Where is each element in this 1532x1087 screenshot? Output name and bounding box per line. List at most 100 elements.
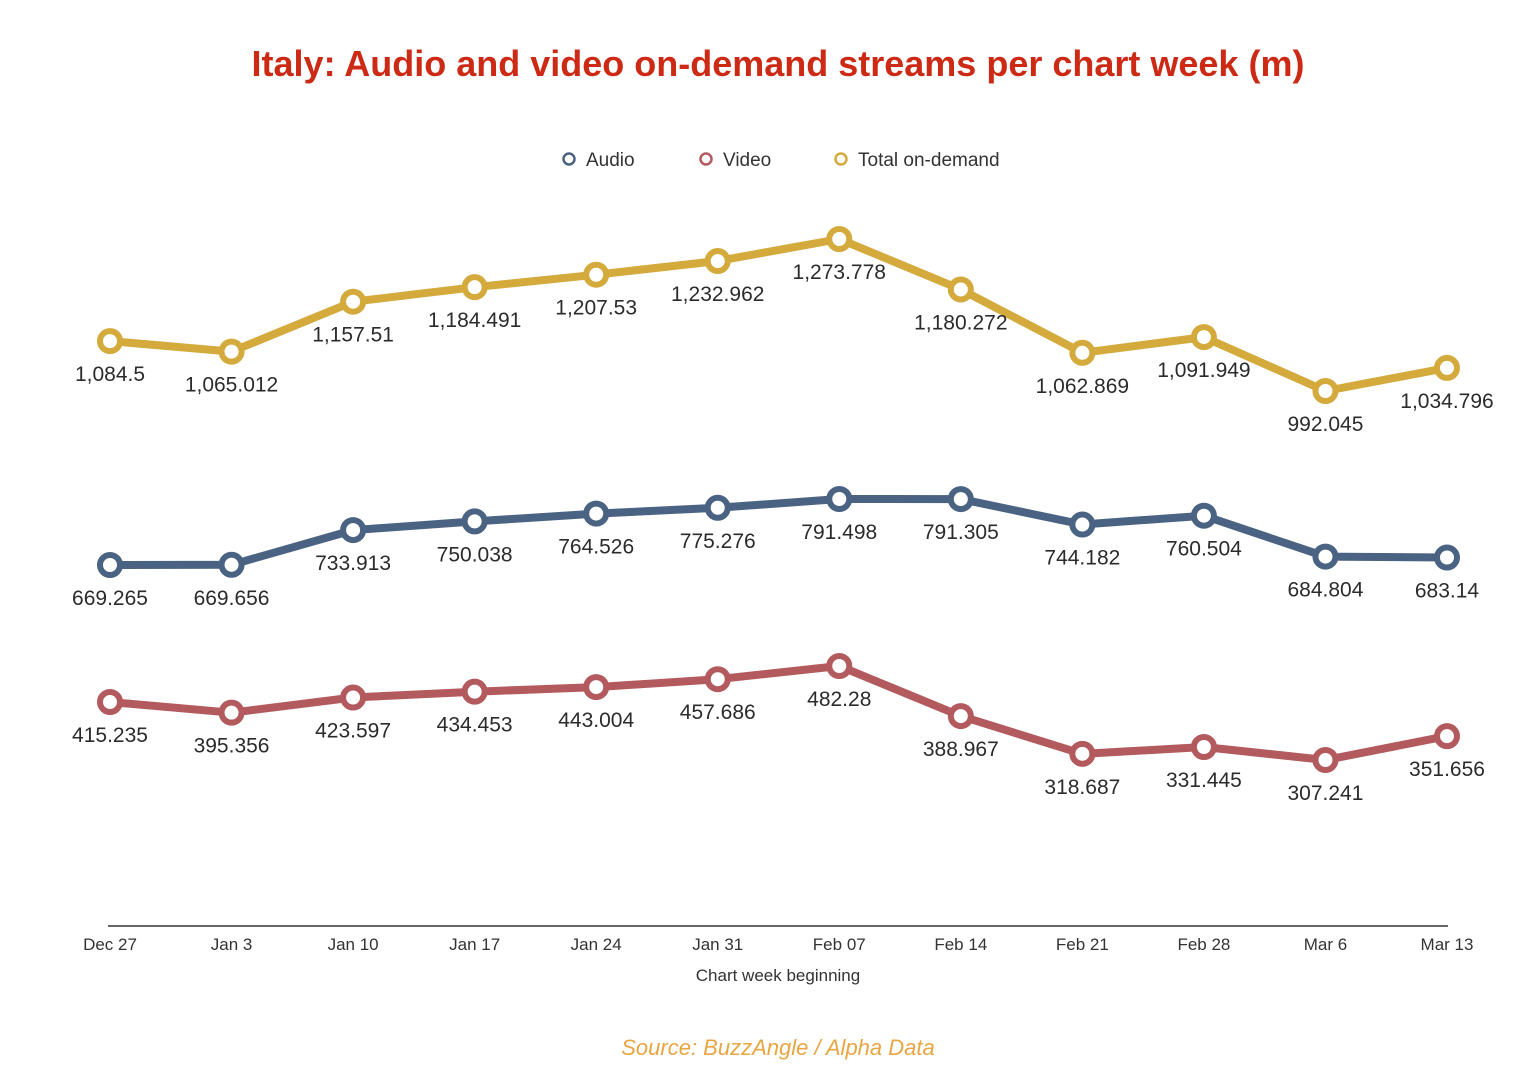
data-label: 750.038 [437, 543, 513, 566]
legend-label-video: Video [723, 150, 771, 171]
data-label: 1,180.272 [914, 311, 1007, 334]
data-point [826, 486, 853, 512]
data-label: 764.526 [558, 536, 634, 559]
data-point [1434, 723, 1460, 750]
data-label: 395.356 [194, 735, 270, 758]
data-point [583, 500, 610, 527]
data-point [218, 551, 245, 578]
plot-area: 1,084.5 1,065.012 1,157.51 1,184.491 1,207.5… [72, 226, 1494, 805]
data-point [97, 689, 123, 716]
data-label: 331.445 [1166, 769, 1242, 792]
data-point [1312, 747, 1339, 773]
data-label: 351.656 [1409, 758, 1485, 781]
data-label: 482.28 [807, 688, 871, 711]
legend-label-audio: Audio [586, 150, 635, 171]
data-label: 318.687 [1044, 776, 1120, 799]
data-label: 443.004 [558, 709, 634, 732]
source-note: Source: BuzzAngle / Alpha Data [621, 1035, 934, 1060]
data-point [1312, 543, 1339, 570]
data-label: 1,273.778 [793, 261, 886, 284]
data-point [218, 338, 245, 365]
data-label: 388.967 [923, 738, 999, 761]
legend: Audio Video Total on-demand [562, 150, 1000, 171]
data-label: 733.913 [315, 552, 391, 575]
data-point [704, 248, 731, 275]
data-point [704, 666, 731, 693]
chart-title: Italy: Audio and video on-demand streams… [252, 43, 1305, 84]
x-tick-label: Feb 14 [934, 935, 987, 954]
series-line-total-on-demand [106, 235, 1451, 395]
data-label: 791.305 [923, 521, 999, 544]
x-tick-label: Mar 13 [1421, 935, 1474, 954]
data-label: 744.182 [1044, 547, 1120, 570]
data-label: 775.276 [680, 530, 756, 553]
data-label: 1,232.962 [671, 283, 764, 306]
data-label: 1,207.53 [555, 297, 637, 320]
legend-marker-video [699, 152, 713, 166]
data-point [340, 517, 367, 544]
data-point [340, 288, 367, 315]
data-point [1434, 544, 1460, 571]
data-point [1312, 378, 1339, 404]
data-point [461, 508, 488, 535]
data-point [1069, 339, 1096, 366]
x-tick-label: Feb 07 [813, 935, 866, 954]
x-tick-label: Feb 21 [1056, 935, 1109, 954]
legend-marker-total-on-demand [834, 152, 848, 166]
data-point [97, 552, 123, 578]
series-video: 415.235 395.356 423.597 434.453 443.004 457.6… [72, 653, 1485, 805]
data-point [1069, 740, 1096, 767]
data-point [340, 684, 367, 711]
data-point [947, 486, 974, 513]
x-axis-title: Chart week beginning [696, 966, 860, 985]
data-point [947, 276, 974, 303]
data-label: 1,034.796 [1400, 390, 1493, 413]
data-label: 992.045 [1287, 413, 1363, 436]
x-tick-label: Jan 3 [211, 935, 253, 954]
data-point [583, 674, 610, 701]
x-tick-label: Dec 27 [83, 935, 137, 954]
legend-marker-audio [562, 152, 576, 166]
legend-item-audio: Audio [562, 150, 635, 171]
data-point [947, 703, 974, 730]
data-point [1069, 511, 1096, 538]
legend-item-video: Video [699, 150, 771, 171]
data-point [97, 328, 123, 355]
x-tick-label: Jan 17 [449, 935, 500, 954]
data-label: 760.504 [1166, 538, 1242, 561]
data-label: 457.686 [680, 701, 756, 724]
data-label: 684.804 [1287, 579, 1363, 602]
x-tick-label: Jan 31 [692, 935, 743, 954]
data-label: 669.265 [72, 587, 148, 610]
data-label: 307.241 [1287, 782, 1363, 805]
x-tick-label: Feb 28 [1177, 935, 1230, 954]
series-line-video [106, 662, 1451, 764]
x-tick-label: Jan 10 [328, 935, 379, 954]
x-axis-tick-labels: Dec 27 Jan 3 Jan 10 Jan 17 Jan 24 Jan 31 Feb 0… [83, 935, 1473, 954]
x-tick-label: Mar 6 [1304, 935, 1347, 954]
data-point [1190, 502, 1217, 529]
data-point [461, 678, 488, 705]
data-point [218, 699, 245, 726]
data-point [461, 274, 488, 301]
data-point [1434, 354, 1460, 381]
x-tick-label: Jan 24 [571, 935, 622, 954]
series-audio: 669.265 669.656 733.913 750.038 764.526 775.2… [72, 486, 1479, 610]
data-point [1190, 324, 1217, 351]
data-label: 1,065.012 [185, 374, 278, 397]
data-label: 669.656 [194, 587, 270, 610]
legend-item-total-on-demand: Total on-demand [834, 150, 1000, 171]
series-total-on-demand: 1,084.5 1,065.012 1,157.51 1,184.491 1,207.5… [75, 226, 1494, 436]
data-label: 415.235 [72, 724, 148, 747]
data-label: 1,157.51 [312, 324, 394, 347]
data-label: 434.453 [437, 714, 513, 737]
data-label: 423.597 [315, 720, 391, 743]
data-point [583, 261, 610, 288]
data-point [704, 494, 731, 521]
data-point [826, 226, 853, 252]
legend-label-total-on-demand: Total on-demand [858, 150, 1000, 171]
data-label: 1,091.949 [1157, 359, 1250, 382]
series-line-audio [106, 495, 1451, 569]
